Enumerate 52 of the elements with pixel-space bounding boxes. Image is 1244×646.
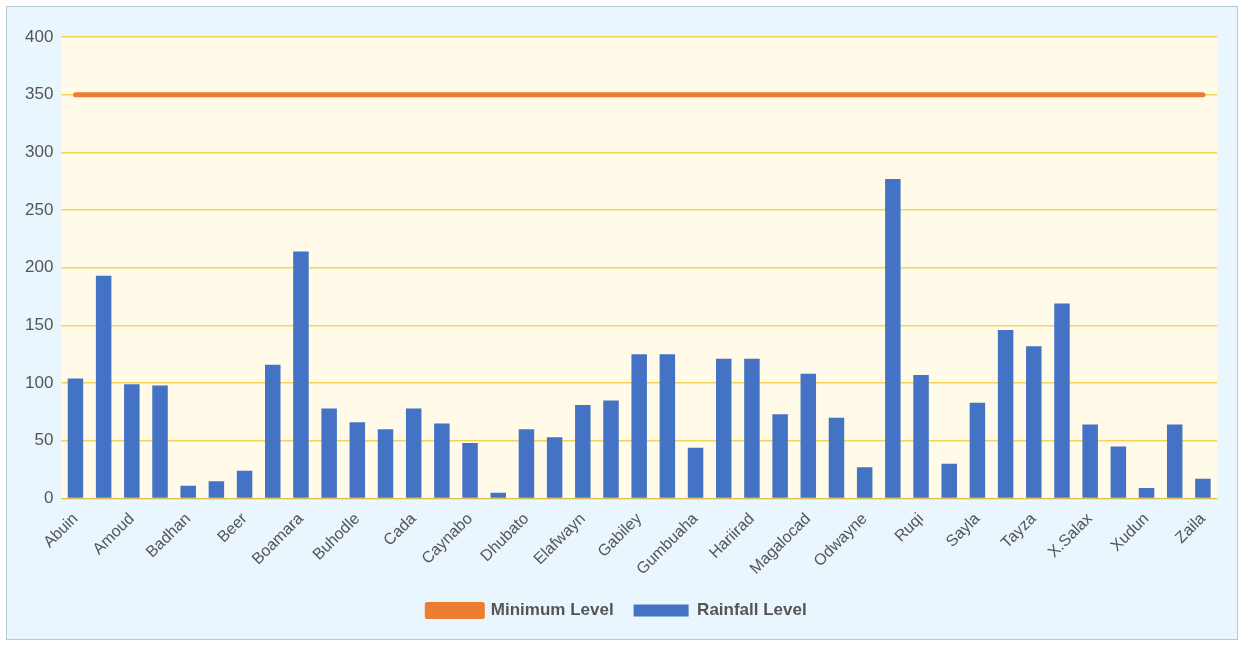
- bar: [856, 467, 873, 498]
- bar: [631, 354, 647, 498]
- bar: [236, 470, 253, 498]
- bar: [1054, 303, 1070, 498]
- bar: [772, 414, 788, 498]
- bar: [405, 408, 422, 498]
- bar: [800, 373, 817, 498]
- legend-label: Minimum Level: [490, 600, 614, 620]
- y-tick-label: 50: [34, 430, 54, 450]
- bar: [265, 364, 281, 498]
- bar: [969, 402, 986, 498]
- bar: [687, 447, 704, 498]
- legend-label: Rainfall Level: [697, 600, 807, 620]
- bar: [434, 423, 450, 498]
- bar: [744, 358, 760, 498]
- bar: [377, 429, 394, 498]
- bar: [1195, 478, 1211, 498]
- y-tick-label: 350: [24, 84, 54, 104]
- bar: [941, 463, 957, 498]
- bar: [95, 275, 112, 498]
- y-tick-label: 100: [24, 372, 54, 392]
- bar: [575, 405, 591, 498]
- y-tick-label: 300: [24, 142, 54, 162]
- bar: [208, 481, 225, 498]
- bar: [828, 417, 845, 498]
- bar: [715, 358, 732, 498]
- bar: [462, 443, 478, 498]
- bar: [180, 485, 196, 498]
- bar: [546, 437, 563, 498]
- bar: [885, 178, 901, 498]
- bar: [913, 375, 929, 498]
- bar: [1166, 424, 1183, 498]
- y-tick-label: 150: [24, 315, 54, 335]
- bar: [659, 354, 676, 498]
- bar: [293, 251, 309, 498]
- bar: [1082, 424, 1098, 498]
- y-tick-label: 200: [24, 257, 54, 277]
- y-tick-label: 0: [43, 488, 54, 508]
- bar: [1026, 346, 1042, 498]
- y-tick-label: 400: [24, 26, 54, 46]
- bar: [124, 384, 140, 498]
- bar: [490, 492, 506, 498]
- bar: [603, 400, 619, 498]
- bar: [152, 385, 168, 498]
- bar: [1138, 488, 1155, 498]
- bar: [67, 378, 84, 498]
- bar: [349, 422, 366, 498]
- bar: [1110, 446, 1127, 498]
- bar: [321, 408, 337, 498]
- y-tick-label: 250: [24, 199, 54, 219]
- bar: [518, 429, 535, 498]
- bar: [997, 330, 1014, 498]
